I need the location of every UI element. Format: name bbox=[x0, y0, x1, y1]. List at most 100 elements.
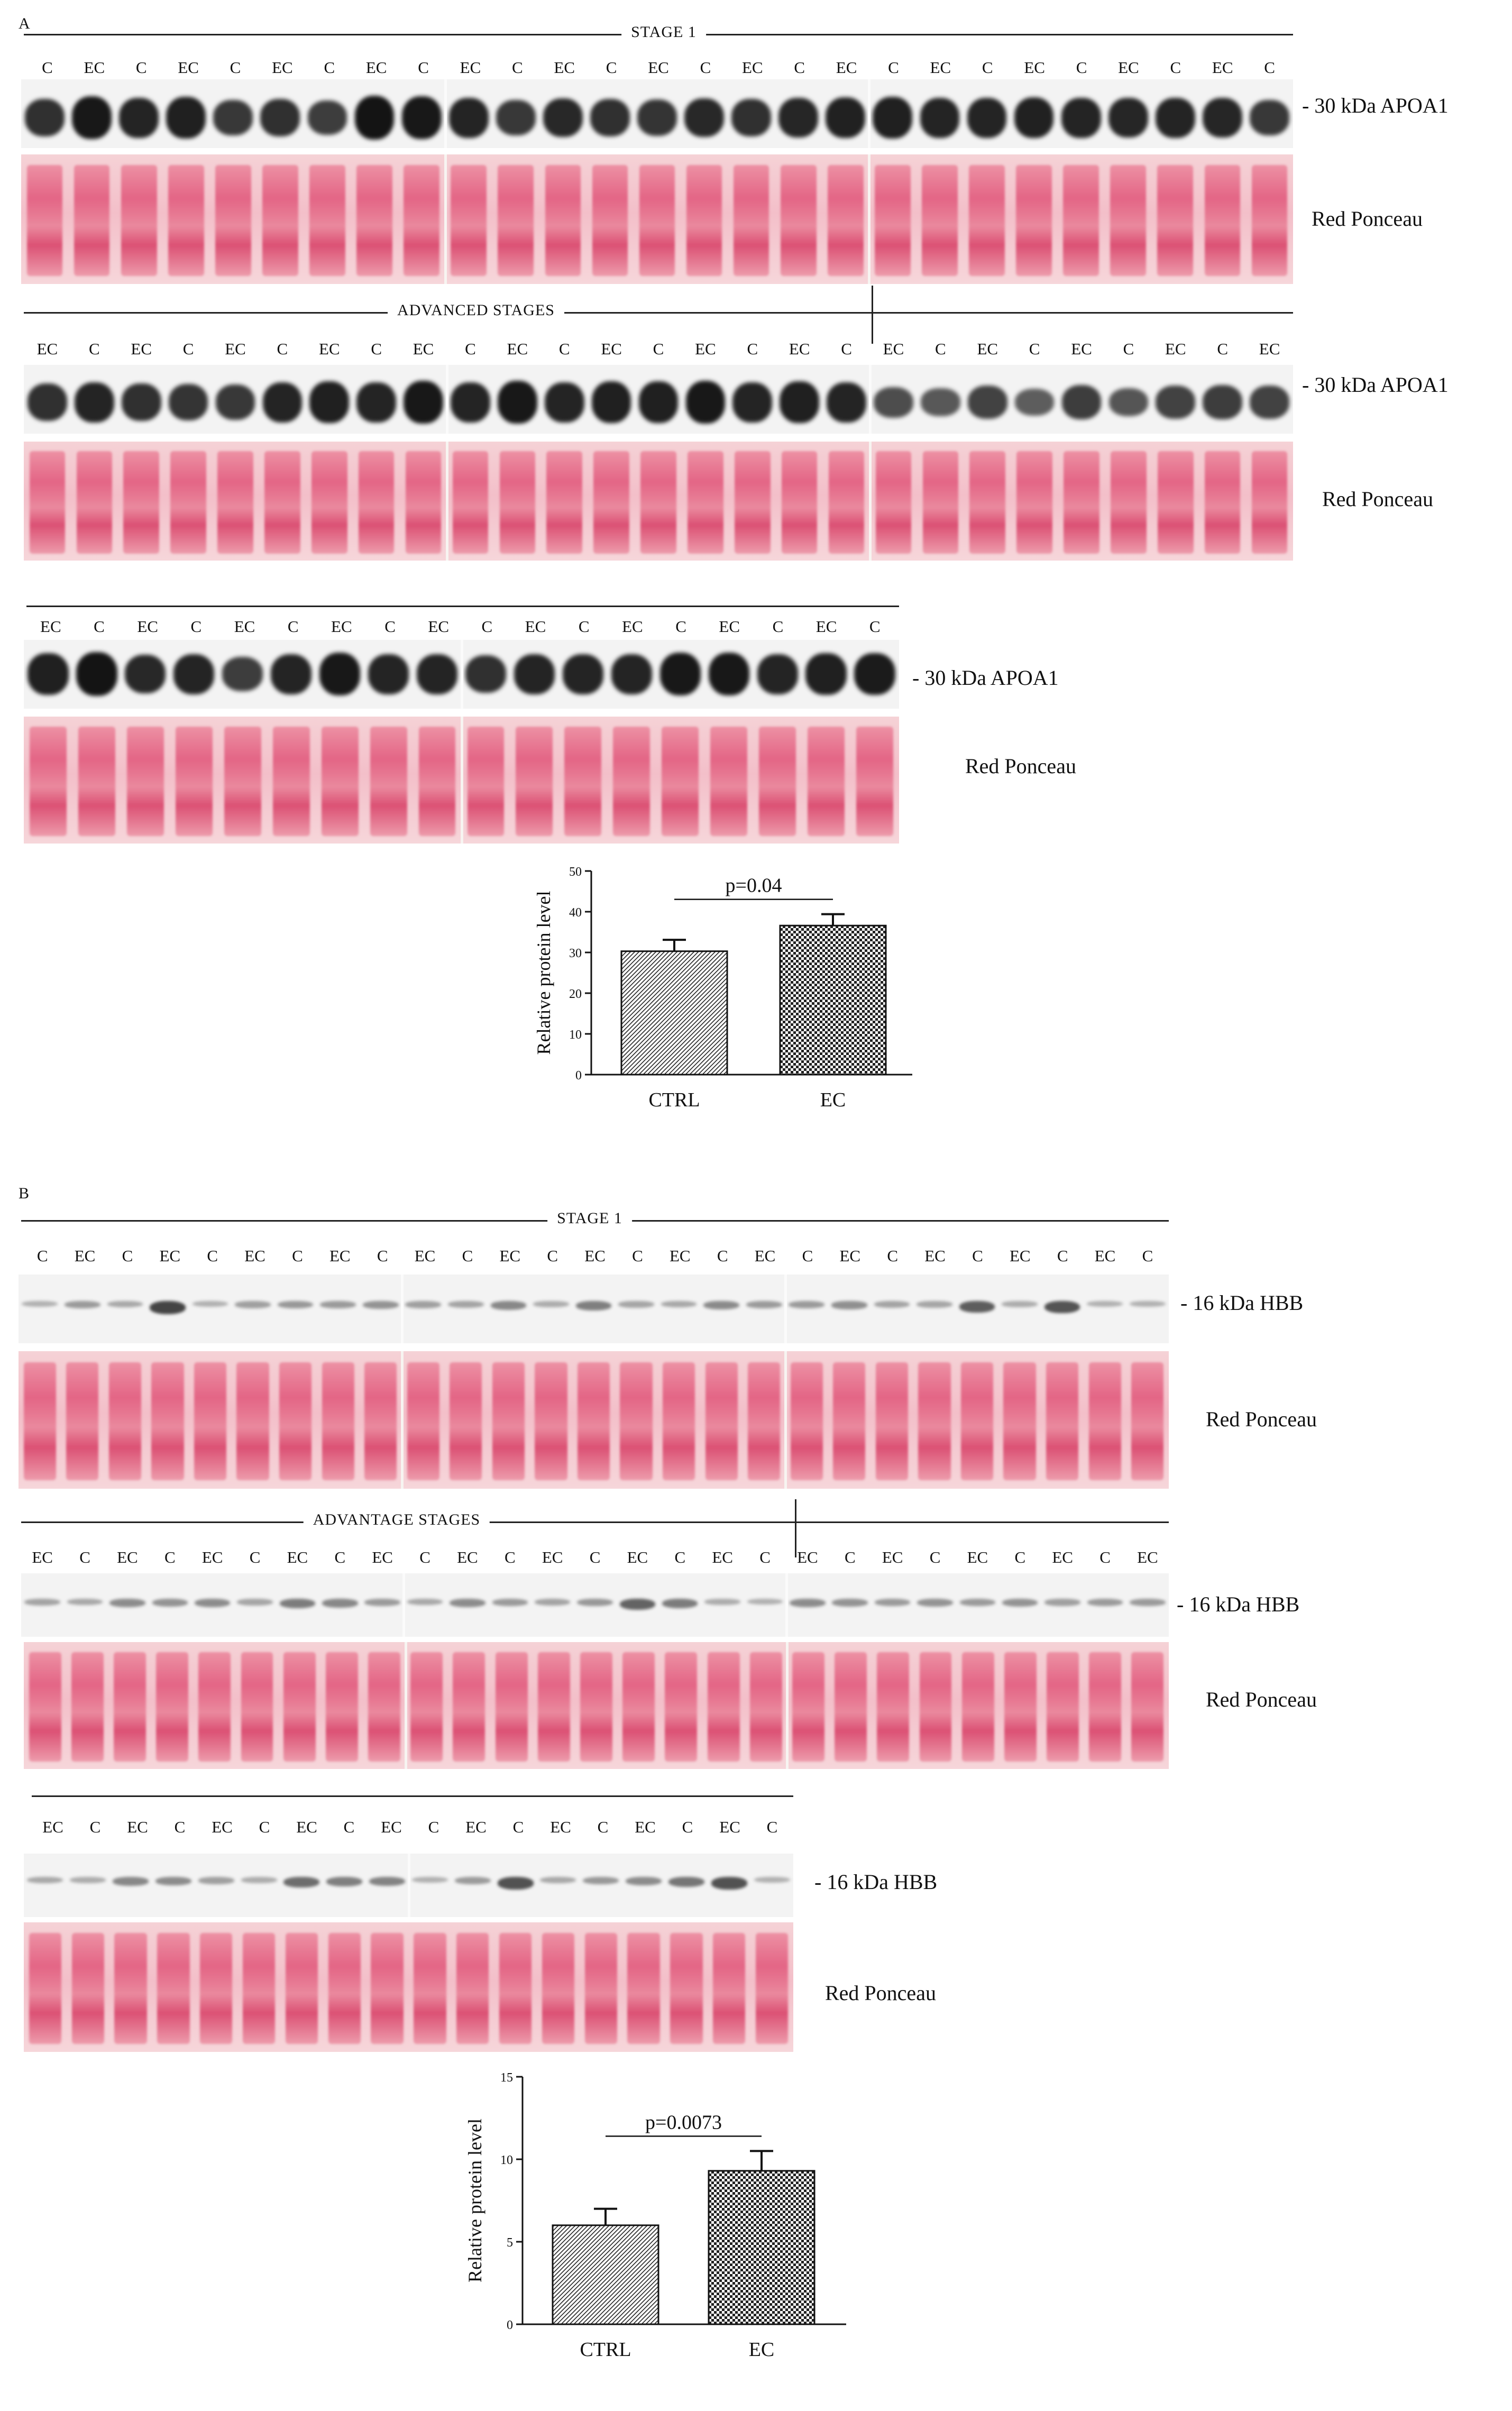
blot-lane bbox=[271, 640, 312, 709]
ponceau-lane bbox=[242, 1932, 276, 2045]
ponceau-lane bbox=[200, 1932, 233, 2045]
ponceau-lane bbox=[272, 727, 310, 836]
ponceau-lane bbox=[877, 1652, 910, 1762]
blot-lane bbox=[27, 1854, 63, 1917]
ponceau-lane bbox=[492, 1362, 525, 1481]
y-tick-label: 5 bbox=[507, 2236, 513, 2250]
lane-label: C bbox=[94, 617, 105, 636]
lane-label: EC bbox=[1259, 340, 1280, 358]
lane-label: C bbox=[343, 1818, 355, 1836]
panel-a-ponceau-2 bbox=[24, 442, 1293, 561]
ponceau-lane bbox=[328, 1932, 361, 2045]
ponceau-lane bbox=[1004, 1652, 1037, 1762]
ponceau-lane bbox=[833, 1362, 866, 1481]
panel-b-blot-1 bbox=[19, 1275, 1169, 1343]
bar-ctrl bbox=[552, 2224, 659, 2325]
blot-lane bbox=[805, 640, 847, 709]
lane-label: EC bbox=[1137, 1548, 1158, 1566]
ponceau-lane bbox=[592, 164, 628, 277]
protein-band bbox=[754, 1877, 790, 1883]
protein-band bbox=[411, 1877, 448, 1883]
blot-lane bbox=[778, 79, 819, 148]
ponceau-lane bbox=[584, 1932, 617, 2045]
ponceau-lane bbox=[156, 1652, 189, 1762]
blot-lane bbox=[540, 1854, 576, 1917]
lane-label: C bbox=[972, 1246, 983, 1265]
ponceau-lane bbox=[71, 1932, 104, 2045]
blot-lane bbox=[28, 640, 69, 709]
lane-label: C bbox=[547, 1246, 558, 1265]
panel-a-stage1-title: STAGE 1 bbox=[621, 23, 706, 41]
ponceau-lane bbox=[828, 451, 865, 554]
ponceau-lane bbox=[516, 727, 553, 836]
blot-lane bbox=[113, 1854, 149, 1917]
y-tick-label: 20 bbox=[569, 987, 582, 1001]
protein-band bbox=[959, 1301, 995, 1313]
panel-b-advanced-title: ADVANTAGE STAGES bbox=[303, 1511, 490, 1529]
lane-label: EC bbox=[272, 58, 293, 77]
ponceau-lane bbox=[279, 1362, 312, 1481]
ponceau-lane bbox=[168, 164, 204, 277]
blot-lane bbox=[662, 1573, 698, 1637]
ponceau-lane bbox=[451, 164, 487, 277]
ponceau-lane bbox=[194, 1362, 227, 1481]
ponceau-lane bbox=[1047, 1652, 1079, 1762]
blot-lane bbox=[235, 1275, 271, 1343]
protein-band bbox=[1156, 386, 1196, 419]
lane-label: C bbox=[36, 1246, 48, 1265]
ponceau-lane bbox=[781, 451, 818, 554]
blot-lane bbox=[917, 1275, 952, 1343]
ponceau-lane bbox=[78, 727, 115, 836]
panel-b-row2-lanes: EC C EC C EC C EC C EC C EC C EC C EC C EC C EC C EC C EC C EC C E… bbox=[21, 1547, 1169, 1568]
ponceau-lane bbox=[71, 1652, 104, 1762]
ponceau-lane bbox=[961, 1652, 994, 1762]
membrane-separator bbox=[407, 1854, 410, 1917]
blot-lane bbox=[307, 79, 347, 148]
protein-band bbox=[416, 654, 458, 694]
ponceau-lane bbox=[759, 727, 796, 836]
lane-label: C bbox=[1029, 340, 1040, 358]
membrane-separator bbox=[784, 1275, 787, 1343]
blot-lane bbox=[790, 1573, 826, 1637]
bar-ec bbox=[708, 2170, 815, 2325]
blot-lane bbox=[1202, 79, 1242, 148]
ponceau-lane bbox=[499, 1932, 532, 2045]
blot-lane bbox=[917, 1573, 953, 1637]
blot-lane bbox=[119, 79, 159, 148]
protein-band bbox=[1130, 1599, 1166, 1606]
lane-label: C bbox=[766, 1818, 778, 1836]
lane-label: EC bbox=[1212, 58, 1233, 77]
protein-band bbox=[832, 1599, 868, 1607]
ponceau-lane bbox=[66, 1362, 99, 1481]
blot-lane bbox=[496, 79, 536, 148]
protein-band bbox=[28, 383, 67, 421]
lane-label: EC bbox=[789, 340, 810, 358]
protein-band bbox=[685, 381, 726, 424]
lane-label: C bbox=[632, 1246, 643, 1265]
y-tick-label: 15 bbox=[500, 2071, 513, 2085]
protein-band bbox=[319, 653, 361, 695]
blot-lane bbox=[75, 365, 114, 434]
protein-band bbox=[1002, 1301, 1038, 1307]
ponceau-lane bbox=[311, 451, 347, 554]
ponceau-lane bbox=[1157, 164, 1194, 277]
p-value-annotation: p=0.04 bbox=[726, 875, 782, 897]
membrane-separator bbox=[869, 442, 872, 561]
ponceau-lane bbox=[919, 1652, 952, 1762]
ponceau-lane bbox=[1016, 164, 1052, 277]
ponceau-lane bbox=[371, 1932, 404, 2045]
ponceau-lane bbox=[969, 451, 1005, 554]
protein-band bbox=[1014, 97, 1054, 138]
blot-lane bbox=[1014, 79, 1054, 148]
y-tick-label: 0 bbox=[575, 1069, 582, 1083]
membrane-separator bbox=[401, 1351, 404, 1489]
membrane-separator bbox=[868, 79, 871, 148]
panel-b-ponceau-label-1: Red Ponceau bbox=[1206, 1407, 1317, 1431]
blot-lane bbox=[1156, 365, 1196, 434]
blot-lane bbox=[192, 1275, 228, 1343]
ponceau-lane bbox=[456, 1932, 489, 2045]
lane-label: EC bbox=[244, 1246, 265, 1265]
lane-label: C bbox=[606, 58, 617, 77]
ponceau-lane bbox=[121, 164, 157, 277]
